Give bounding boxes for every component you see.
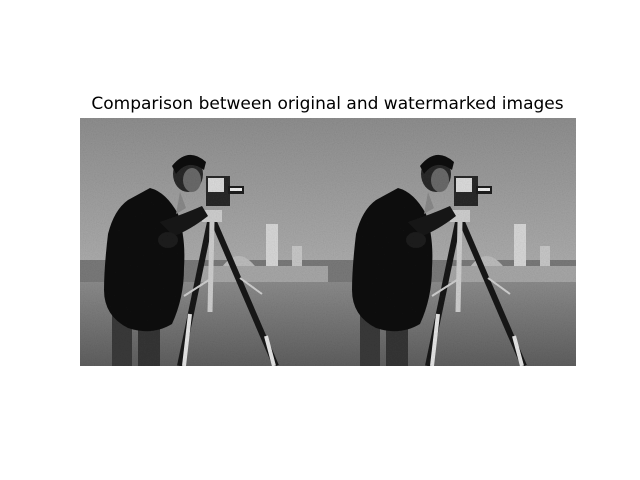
watermarked-image (328, 118, 576, 366)
image-comparison-svg (80, 118, 576, 366)
image-panel (80, 118, 576, 366)
figure-title: Comparison between original and watermar… (91, 94, 564, 114)
original-image (80, 118, 328, 366)
